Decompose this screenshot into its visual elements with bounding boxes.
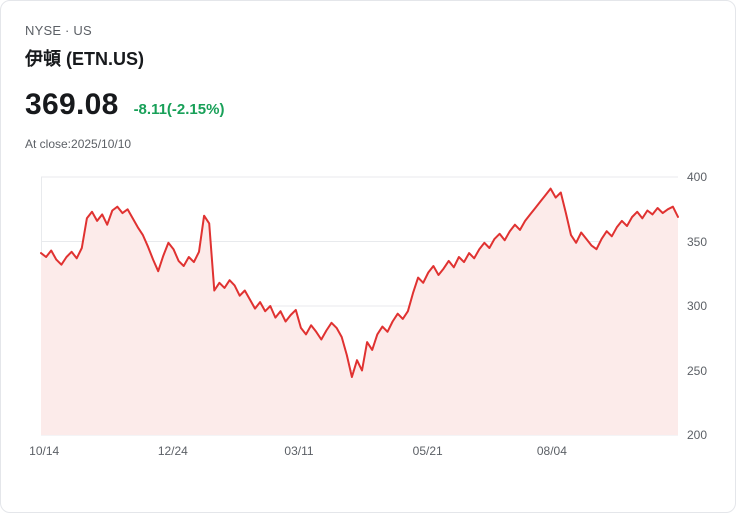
x-axis-label: 12/24: [157, 444, 188, 458]
x-axis-label: 03/11: [284, 444, 314, 458]
y-axis: 400 350 300 250 200: [678, 170, 711, 442]
last-price: 369.08: [25, 88, 119, 121]
y-axis-label: 300: [687, 299, 708, 313]
y-axis-label: 400: [687, 170, 708, 184]
price-change: -8.11(-2.15%): [133, 101, 225, 118]
chart-plot[interactable]: [40, 176, 679, 436]
x-axis-label: 10/14: [29, 444, 60, 458]
y-axis-label: 350: [687, 234, 708, 249]
exchange-label: NYSE · US: [25, 23, 92, 38]
x-axis-label: 05/21: [412, 444, 443, 458]
stock-title: 伊頓 (ETN.US): [25, 49, 144, 69]
x-axis: 10/14 12/24 03/11 05/21 08/04: [29, 444, 678, 462]
x-axis-label: 08/04: [536, 444, 567, 458]
y-axis-label: 200: [687, 428, 708, 442]
as-of-timestamp: At close:2025/10/10: [25, 137, 132, 151]
price-area-chart[interactable]: [40, 176, 679, 436]
price-row: 369.08 -8.11(-2.15%): [25, 88, 711, 122]
y-axis-label: 250: [687, 363, 708, 378]
chart-region: 400 350 300 250 200: [40, 170, 711, 442]
